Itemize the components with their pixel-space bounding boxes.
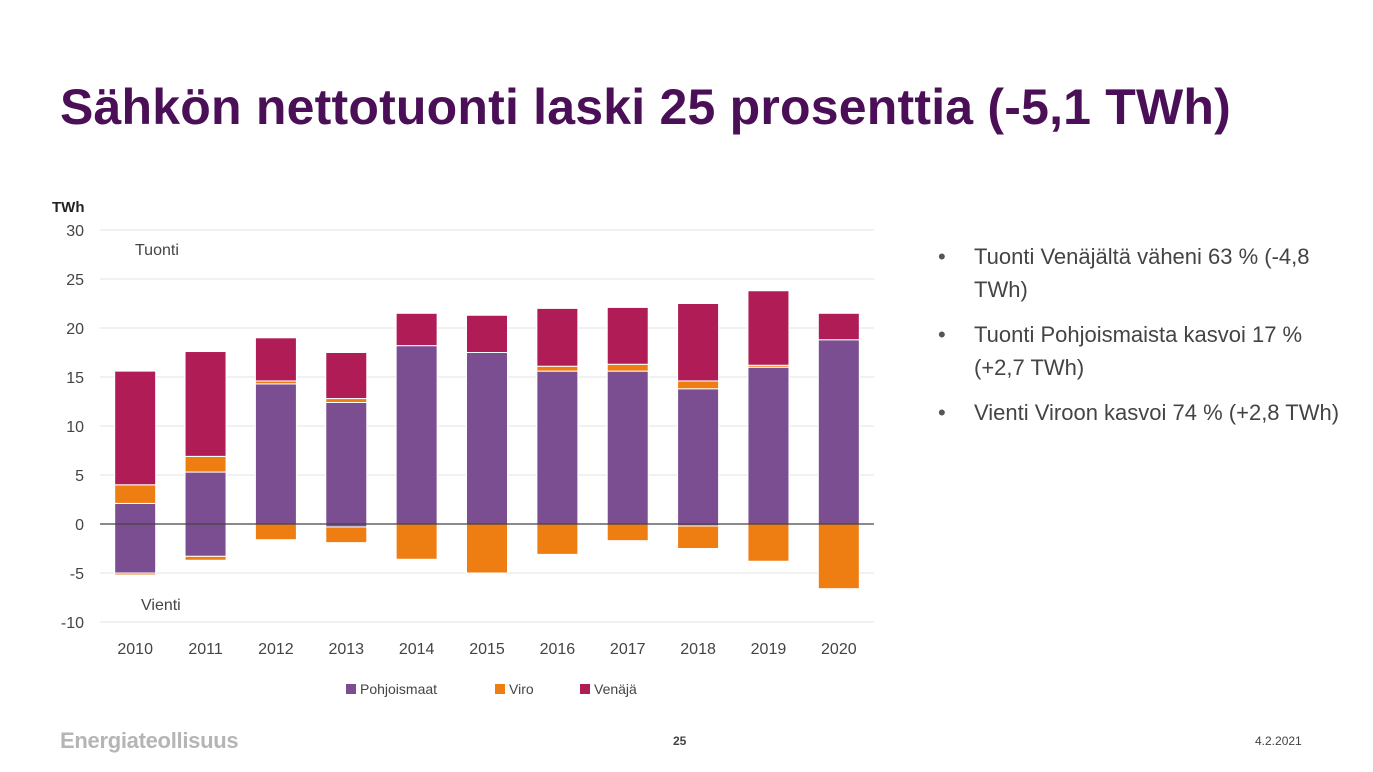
bar-viro-2010-export: [114, 572, 157, 576]
x-axis-ticks: 2010 2011 2012 2013 2014 2015 2016 2017 2018 2019…: [117, 641, 856, 658]
bullet-text: Vienti Viroon kasvoi 74 % (+2,8 TWh): [974, 400, 1340, 425]
bullet-item: • Vienti Viroon kasvoi 74 % (+2,8 TWh): [938, 396, 1358, 429]
bullet-dot-icon: •: [938, 322, 946, 347]
bullet-text: Tuonti Venäjältä väheni 63 % (-4,8 TWh): [974, 244, 1310, 302]
y-tick-label: -5: [70, 566, 84, 583]
x-tick-label: 2020: [821, 641, 857, 658]
bar-pohjoismaat-2019-import: [747, 366, 790, 525]
bar-venäjä-2014-import: [395, 312, 438, 347]
x-tick-label: 2016: [540, 641, 576, 658]
legend-swatch-viro: [495, 684, 505, 694]
annotation-vienti: Vienti: [141, 597, 181, 614]
bar-viro-2014-export: [395, 523, 438, 560]
bar-venäjä-2020-import: [817, 312, 860, 341]
bar-viro-2020-export: [817, 523, 860, 590]
bar-pohjoismaat-2015-import: [466, 352, 508, 525]
bar-pohjoismaat-2020-import: [817, 339, 860, 525]
x-tick-label: 2018: [680, 641, 716, 658]
x-tick-label: 2013: [328, 641, 364, 658]
x-tick-label: 2010: [117, 641, 153, 658]
x-tick-label: 2017: [610, 641, 646, 658]
y-tick-label: 15: [66, 370, 84, 387]
bar-viro-2017-export: [606, 523, 649, 542]
bar-venäjä-2019-import: [747, 290, 790, 366]
legend: Pohjoismaat Viro Venäjä: [346, 681, 637, 697]
y-tick-label: 0: [75, 517, 84, 534]
bar-pohjoismaat-2017-import: [606, 370, 649, 525]
bar-pohjoismaat-2011-import: [184, 471, 227, 525]
annotation-tuonti: Tuonti: [135, 242, 179, 259]
y-axis-ticks: -10 -5 0 5 10 15 20 25 30: [61, 223, 84, 632]
bullet-dot-icon: •: [938, 244, 946, 269]
y-axis-label: TWh: [52, 199, 84, 216]
y-tick-label: 20: [66, 321, 84, 338]
bullet-item: • Tuonti Venäjältä väheni 63 % (-4,8 TWh): [938, 240, 1358, 306]
bar-venäjä-2015-import: [466, 314, 508, 354]
bar-viro-2018-export: [677, 525, 720, 550]
bar-viro-2012-export: [254, 523, 297, 541]
x-tick-label: 2015: [469, 641, 505, 658]
y-tick-label: -10: [61, 615, 84, 632]
bar-viro-2010-import: [114, 484, 157, 504]
bars: [114, 290, 860, 590]
bar-viro-2019-export: [747, 523, 790, 562]
bar-pohjoismaat-2018-import: [677, 388, 720, 525]
bar-pohjoismaat-2013-import: [325, 401, 368, 525]
bar-viro-2015-export: [466, 523, 508, 574]
bar-venäjä-2016-import: [536, 307, 579, 367]
bar-pohjoismaat-2012-import: [254, 383, 297, 525]
legend-label: Viro: [509, 681, 534, 697]
bar-venäjä-2013-import: [325, 352, 368, 400]
bar-venäjä-2018-import: [677, 303, 720, 382]
y-tick-label: 10: [66, 419, 84, 436]
bar-pohjoismaat-2016-import: [536, 370, 579, 525]
company-logo: Energiateollisuus: [60, 728, 239, 753]
bar-viro-2011-export: [184, 555, 227, 561]
legend-swatch-pohjoismaat: [346, 684, 356, 694]
bar-pohjoismaat-2014-import: [395, 345, 438, 525]
legend-swatch-venäjä: [580, 684, 590, 694]
x-tick-label: 2019: [751, 641, 787, 658]
x-tick-label: 2011: [188, 641, 223, 658]
bullet-text: Tuonti Pohjoismaista kasvoi 17 % (+2,7 T…: [974, 322, 1303, 380]
page-title: Sähkön nettotuonti laski 25 prosenttia (…: [60, 79, 1232, 135]
bar-viro-2016-import: [536, 365, 579, 372]
bar-venäjä-2017-import: [606, 306, 649, 365]
page-number: 25: [673, 734, 687, 748]
bar-viro-2018-import: [677, 380, 720, 390]
bar-pohjoismaat-2010-export: [114, 523, 157, 574]
bar-pohjoismaat-2010-import: [114, 502, 157, 525]
x-tick-label: 2014: [399, 641, 435, 658]
bar-pohjoismaat-2011-export: [184, 523, 227, 557]
bar-viro-2016-export: [536, 523, 579, 555]
bar-venäjä-2010-import: [114, 370, 157, 486]
bar-viro-2013-export: [325, 526, 368, 544]
y-tick-label: 30: [66, 223, 84, 240]
legend-label: Venäjä: [594, 681, 637, 697]
y-tick-label: 5: [75, 468, 84, 485]
bar-venäjä-2012-import: [254, 337, 297, 382]
slide-date: 4.2.2021: [1255, 734, 1302, 748]
bullet-item: • Tuonti Pohjoismaista kasvoi 17 % (+2,7 …: [938, 318, 1358, 384]
bullet-list: • Tuonti Venäjältä väheni 63 % (-4,8 TWh)…: [938, 240, 1358, 441]
x-tick-label: 2012: [258, 641, 294, 658]
bar-venäjä-2011-import: [184, 351, 227, 457]
y-tick-label: 25: [66, 272, 84, 289]
bar-viro-2013-import: [325, 398, 368, 403]
bullet-dot-icon: •: [938, 400, 946, 425]
legend-label: Pohjoismaat: [360, 681, 437, 697]
bar-viro-2017-import: [606, 363, 649, 372]
bar-viro-2011-import: [184, 455, 227, 473]
